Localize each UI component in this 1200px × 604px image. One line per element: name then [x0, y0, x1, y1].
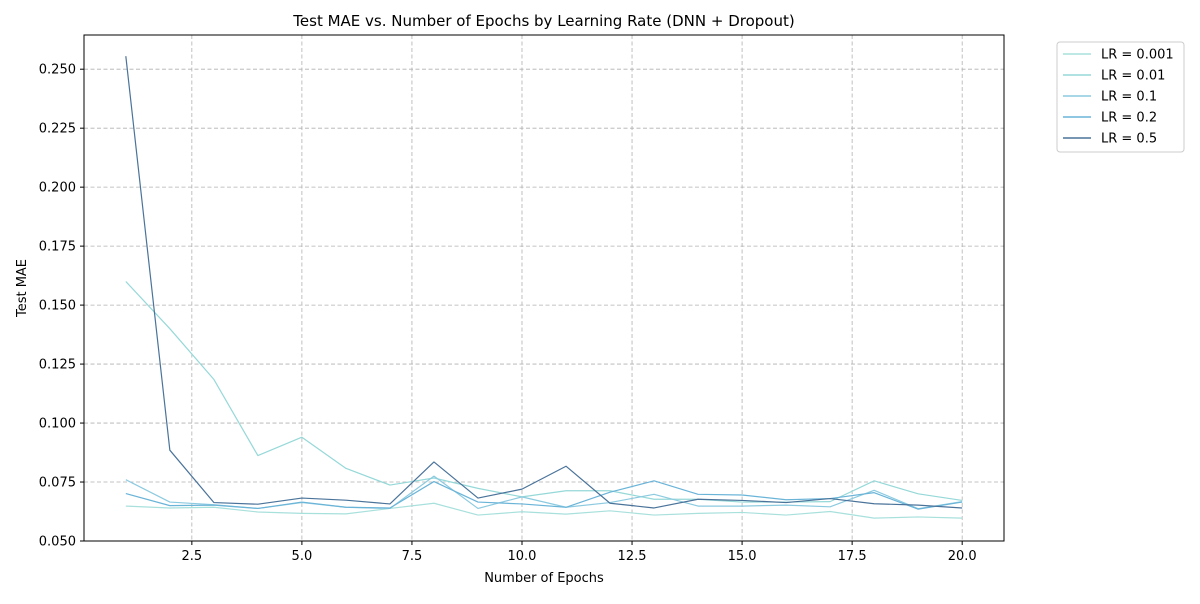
y-tick-label: 0.150 — [39, 299, 76, 314]
x-tick-label: 17.5 — [838, 549, 867, 564]
plot-frame — [83, 34, 1005, 542]
y-tick-label: 0.250 — [39, 63, 76, 78]
y-tick-label: 0.050 — [39, 535, 76, 550]
x-tick-label: 5.0 — [292, 549, 313, 564]
x-tick-label: 7.5 — [402, 549, 423, 564]
legend-label: LR = 0.001 — [1101, 48, 1174, 63]
x-tick-label: 2.5 — [182, 549, 203, 564]
legend-label: LR = 0.5 — [1101, 132, 1157, 147]
y-tick-label: 0.075 — [39, 476, 76, 491]
y-tick-label: 0.125 — [39, 358, 76, 373]
y-axis-ticks: 0.050 0.075 0.100 0.125 0.150 0.175 0.200 0.225… — [39, 63, 84, 550]
grid-lines — [84, 35, 1004, 542]
x-tick-label: 12.5 — [618, 549, 647, 564]
y-tick-label: 0.175 — [39, 240, 76, 255]
series-line — [125, 502, 963, 519]
legend-label: LR = 0.2 — [1101, 111, 1157, 126]
legend: LR = 0.001 LR = 0.01 LR = 0.1 LR = 0.2 LR = … — [1056, 41, 1185, 153]
x-axis-ticks: 2.5 5.0 7.5 10.0 12.5 15.0 17.5 20.0 — [182, 541, 977, 564]
legend-label: LR = 0.01 — [1101, 69, 1165, 84]
x-tick-label: 20.0 — [948, 549, 977, 564]
x-axis-label: Number of Epochs — [484, 571, 604, 586]
series-lines — [125, 56, 963, 519]
series-line — [125, 281, 963, 503]
y-tick-label: 0.225 — [39, 122, 76, 137]
x-tick-label: 15.0 — [728, 549, 757, 564]
legend-label: LR = 0.1 — [1101, 90, 1157, 105]
chart-title: Test MAE vs. Number of Epochs by Learnin… — [292, 12, 794, 30]
y-axis-label: Test MAE — [15, 259, 30, 318]
legend-box — [1056, 41, 1185, 153]
series-line — [125, 56, 963, 509]
y-tick-label: 0.100 — [39, 417, 76, 432]
x-tick-label: 10.0 — [508, 549, 537, 564]
y-tick-label: 0.200 — [39, 181, 76, 196]
